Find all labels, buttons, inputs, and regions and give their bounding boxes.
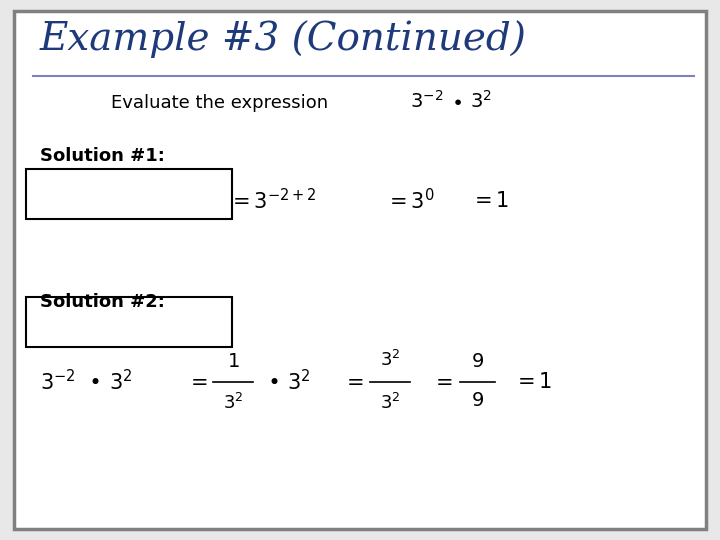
- Text: $3^{2}$: $3^{2}$: [379, 350, 400, 370]
- Text: $=$: $=$: [431, 372, 453, 391]
- Text: $3^{2}$: $3^{2}$: [181, 188, 204, 213]
- Text: $= 1$: $= 1$: [470, 191, 509, 211]
- FancyBboxPatch shape: [25, 169, 232, 219]
- Text: $=$: $=$: [342, 372, 364, 391]
- Text: $9$: $9$: [471, 353, 484, 371]
- Text: $\bullet$: $\bullet$: [268, 372, 279, 391]
- Text: Evaluate the expression: Evaluate the expression: [111, 93, 328, 112]
- Text: $3^{-2}$: $3^{-2}$: [111, 188, 147, 213]
- Text: $\bullet$: $\bullet$: [159, 191, 171, 211]
- Text: $= 1$: $= 1$: [513, 372, 552, 392]
- Text: Solution #1:: Solution #1:: [40, 147, 165, 165]
- Text: $3^{2}$: $3^{2}$: [287, 369, 311, 394]
- Text: Example #3 (Continued): Example #3 (Continued): [40, 20, 526, 58]
- Text: Solution #2:: Solution #2:: [40, 293, 165, 311]
- Text: $3^{2}$: $3^{2}$: [379, 393, 400, 413]
- Text: $\bullet$: $\bullet$: [451, 92, 462, 110]
- Text: $=$: $=$: [186, 372, 207, 391]
- Text: $3^{2}$: $3^{2}$: [109, 369, 133, 394]
- Text: $= 3^{0}$: $= 3^{0}$: [385, 188, 434, 213]
- Text: $3^{-2}$: $3^{-2}$: [40, 369, 76, 394]
- FancyBboxPatch shape: [25, 296, 232, 347]
- Text: $9$: $9$: [471, 393, 484, 410]
- Text: $= 3^{-2+2}$: $= 3^{-2+2}$: [228, 188, 317, 213]
- Text: $3^{-2}$: $3^{-2}$: [410, 90, 443, 112]
- Text: $3^{2}$: $3^{2}$: [223, 393, 243, 413]
- Text: $3^{2}$: $3^{2}$: [470, 90, 492, 112]
- Text: $\bullet$: $\bullet$: [88, 372, 99, 391]
- Text: $1$: $1$: [227, 353, 240, 371]
